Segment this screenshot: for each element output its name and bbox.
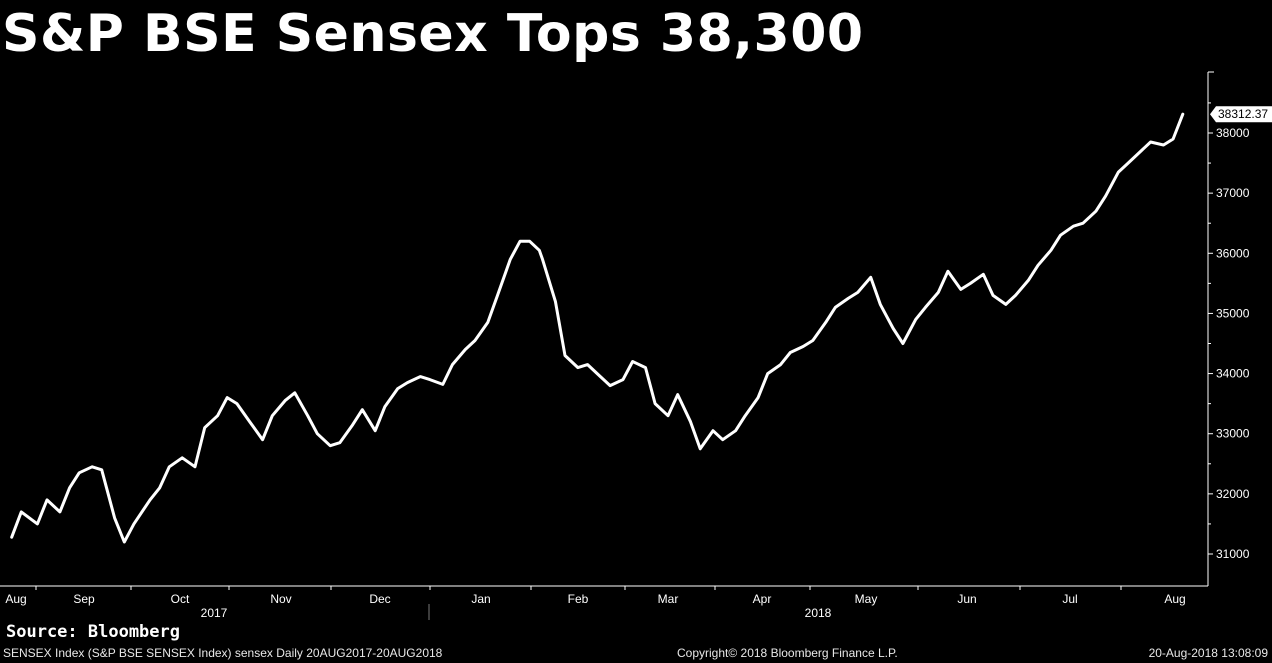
x-month-label: Aug <box>1164 592 1185 606</box>
y-tick-label: 36000 <box>1216 246 1250 260</box>
footer-ticker-info: SENSEX Index (S&P BSE SENSEX Index) sens… <box>3 646 443 660</box>
y-tick-label: 32000 <box>1216 487 1250 501</box>
series-line-layer <box>10 112 1185 544</box>
x-month-label: Mar <box>658 592 679 606</box>
y-tick-label: 35000 <box>1216 306 1250 320</box>
x-month-label: Jul <box>1062 592 1077 606</box>
chart-axes <box>0 71 1214 587</box>
y-tick-label: 38000 <box>1216 126 1250 140</box>
y-tick-label: 33000 <box>1216 427 1250 441</box>
x-month-label: May <box>855 592 878 606</box>
x-month-label: Nov <box>270 592 291 606</box>
footer-copyright: Copyright© 2018 Bloomberg Finance L.P. <box>677 646 898 660</box>
x-month-label: Jan <box>471 592 490 606</box>
x-month-label: Dec <box>369 592 390 606</box>
source-label: Source: Bloomberg <box>6 622 180 642</box>
y-tick-label: 37000 <box>1216 186 1250 200</box>
last-value-label: 38312.37 <box>1218 107 1268 121</box>
x-year-label: 2018 <box>805 606 832 620</box>
y-tick-label: 34000 <box>1216 367 1250 381</box>
x-month-label: Apr <box>753 592 772 606</box>
x-month-label: Oct <box>171 592 190 606</box>
series-line-sensex <box>10 112 1185 544</box>
x-month-label: Feb <box>568 592 589 606</box>
last-value-callout: 38312.37 <box>1210 106 1272 123</box>
y-tick-label: 31000 <box>1216 547 1250 561</box>
x-month-label: Aug <box>5 592 26 606</box>
chart-title: S&P BSE Sensex Tops 38,300 <box>2 4 864 64</box>
x-month-label: Jun <box>957 592 976 606</box>
last-value-box <box>1210 106 1272 123</box>
x-month-label: Sep <box>73 592 95 606</box>
footer-timestamp: 20-Aug-2018 13:08:09 <box>1148 646 1268 660</box>
x-year-label: 2017 <box>201 606 228 620</box>
axis-ticks: 31000 32000 33000 34000 35000 36000 37000 38000… <box>5 102 1250 620</box>
